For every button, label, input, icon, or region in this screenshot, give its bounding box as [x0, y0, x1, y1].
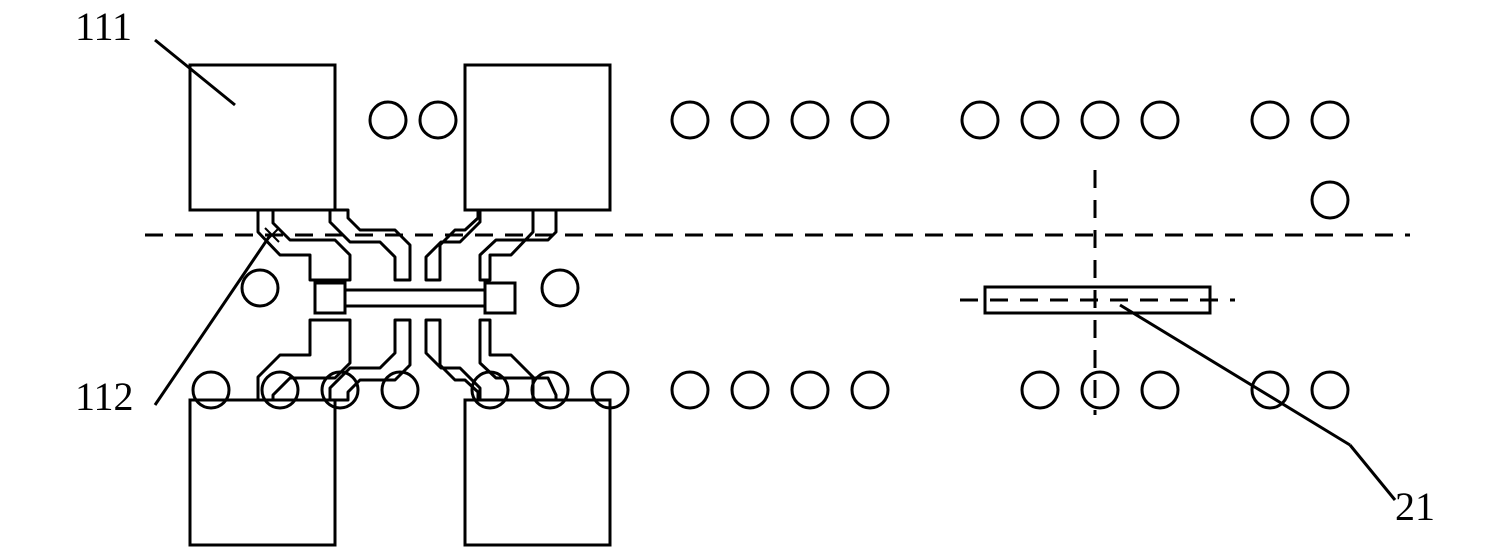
via-top-11 [1312, 102, 1348, 138]
leader-L21_a [1350, 445, 1395, 500]
joint-inner_top-1 [426, 210, 480, 280]
via-extra-2 [1312, 182, 1348, 218]
via-top-0 [370, 102, 406, 138]
via-bot-13 [1142, 372, 1178, 408]
via-top-9 [1142, 102, 1178, 138]
small-square-1 [485, 283, 515, 313]
via-top-7 [1022, 102, 1058, 138]
joint-outer_bot-1 [480, 320, 556, 400]
label-L111: 111 [75, 4, 132, 49]
via-bot-15 [1312, 372, 1348, 408]
label-L112: 112 [75, 374, 134, 419]
via-bot-7 [672, 372, 708, 408]
via-bot-10 [852, 372, 888, 408]
via-top-2 [672, 102, 708, 138]
leader-L21_b [1120, 305, 1350, 445]
pad-square-1 [465, 65, 610, 210]
label-L21: 21 [1395, 484, 1435, 529]
via-top-6 [962, 102, 998, 138]
via-top-1 [420, 102, 456, 138]
joint-inner_bot-0 [330, 320, 410, 400]
joint-outer_top-1 [480, 210, 556, 280]
joint-outer_bot-0 [258, 320, 350, 400]
via-extra-0 [242, 270, 278, 306]
leader-L111 [155, 40, 235, 105]
pad-square-2 [190, 400, 335, 545]
via-bot-5 [532, 372, 568, 408]
diagram-canvas: 111 112 21 [0, 0, 1498, 556]
joint-outer_top-0 [258, 210, 350, 280]
leader-L112 [155, 234, 271, 405]
via-bot-9 [792, 372, 828, 408]
small-square-0 [315, 283, 345, 313]
connector-bar [345, 290, 485, 306]
via-bot-11 [1022, 372, 1058, 408]
via-top-3 [732, 102, 768, 138]
pad-square-3 [465, 400, 610, 545]
via-bot-12 [1082, 372, 1118, 408]
via-extra-1 [542, 270, 578, 306]
via-top-4 [792, 102, 828, 138]
via-top-5 [852, 102, 888, 138]
via-bot-0 [193, 372, 229, 408]
via-top-10 [1252, 102, 1288, 138]
via-top-8 [1082, 102, 1118, 138]
via-bot-8 [732, 372, 768, 408]
via-bot-3 [382, 372, 418, 408]
